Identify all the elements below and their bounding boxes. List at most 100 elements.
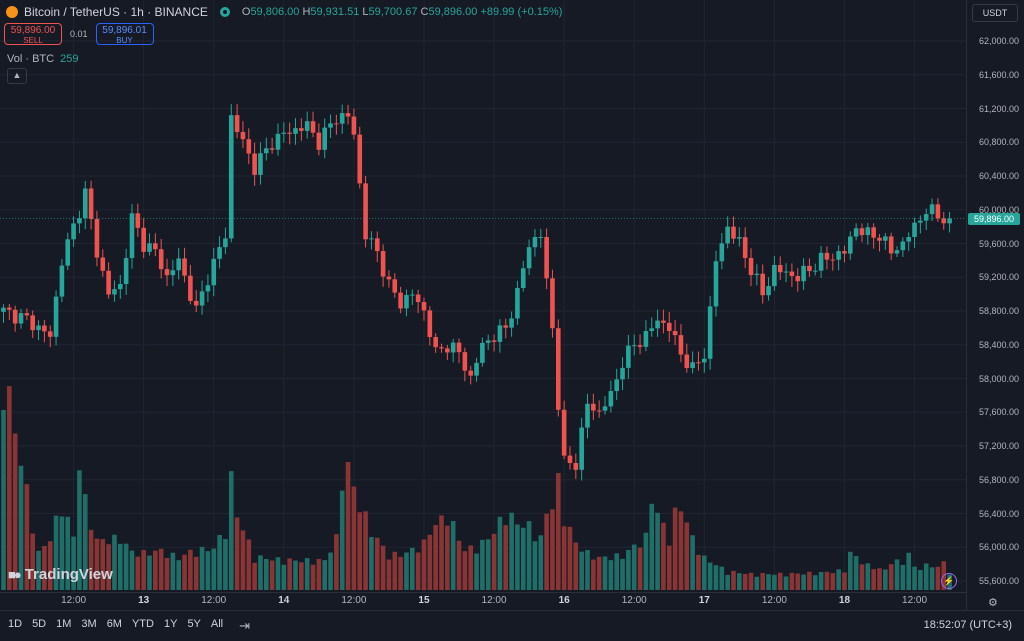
candle-body bbox=[853, 228, 859, 237]
candle-body bbox=[71, 223, 76, 240]
candle-body bbox=[614, 379, 619, 392]
volume-bar bbox=[719, 566, 725, 590]
volume-bars bbox=[1, 386, 952, 590]
timeframe-button[interactable]: 1Y bbox=[163, 618, 178, 630]
volume-bar bbox=[859, 564, 865, 590]
volume-bar bbox=[223, 539, 228, 590]
volume-bar bbox=[118, 543, 123, 590]
candle-body bbox=[269, 148, 275, 150]
chevron-up-icon[interactable]: ▲ bbox=[7, 68, 27, 84]
candle-body bbox=[731, 226, 736, 239]
calendar-range-icon[interactable]: ⇥ bbox=[239, 618, 251, 633]
candle-body bbox=[842, 251, 847, 254]
volume-bar bbox=[94, 538, 100, 590]
chart-legend: Bitcoin / TetherUS · 1h · BINANCE O59,80… bbox=[6, 5, 562, 19]
candle-body bbox=[544, 236, 549, 279]
candle-body bbox=[696, 362, 701, 364]
volume-bar bbox=[614, 553, 619, 590]
candle-body bbox=[211, 258, 217, 286]
sell-button[interactable]: 59,896.00 SELL bbox=[4, 23, 62, 45]
candle-body bbox=[801, 265, 806, 282]
volume-bar bbox=[474, 553, 479, 590]
timeframe-button[interactable]: 5D bbox=[32, 618, 47, 630]
volume-bar bbox=[532, 541, 538, 590]
timeframe-button[interactable]: 1M bbox=[56, 618, 72, 630]
volume-bar bbox=[888, 564, 894, 590]
volume-bar bbox=[258, 555, 263, 590]
timeframe-button[interactable]: All bbox=[210, 618, 224, 630]
candle-body bbox=[491, 340, 497, 342]
volume-bar bbox=[766, 574, 771, 590]
candle-body bbox=[707, 306, 713, 359]
volume-bar bbox=[631, 544, 637, 590]
candle-body bbox=[888, 236, 894, 254]
candle-body bbox=[123, 258, 129, 284]
volume-bar bbox=[392, 551, 398, 590]
buy-label: BUY bbox=[116, 36, 133, 45]
price-tick-label: 57,200.00 bbox=[978, 441, 1019, 451]
timeframe-button[interactable]: YTD bbox=[131, 618, 154, 630]
candle-body bbox=[234, 115, 240, 133]
volume-bar bbox=[894, 559, 900, 590]
candle-body bbox=[82, 188, 88, 219]
volume-bar bbox=[12, 433, 18, 590]
volume-bar bbox=[480, 539, 485, 590]
candle-body bbox=[281, 132, 287, 134]
price-tick-label: 61,200.00 bbox=[978, 103, 1019, 114]
volume-indicator-legend[interactable]: Vol · BTC 259 bbox=[7, 53, 78, 65]
candle-body bbox=[661, 320, 666, 323]
candle-body bbox=[164, 269, 170, 276]
currency-selector[interactable]: USDT bbox=[972, 4, 1018, 22]
candle-body bbox=[684, 354, 690, 368]
volume-bar bbox=[59, 516, 65, 590]
candle-body bbox=[567, 455, 573, 463]
chart-area[interactable]: Bitcoin / TetherUS · 1h · BINANCE O59,80… bbox=[0, 0, 966, 592]
time-axis[interactable]: 12:00 13 12:00 14 12:00 15 12:00 16 12:00 17 12:00… bbox=[0, 592, 966, 611]
volume-bar bbox=[123, 543, 129, 590]
volume-bar bbox=[18, 465, 24, 590]
volume-bar bbox=[620, 558, 625, 590]
volume-bar bbox=[748, 572, 754, 590]
volume-bar bbox=[550, 509, 555, 590]
timeframe-button[interactable]: 6M bbox=[106, 618, 122, 630]
volume-bar bbox=[462, 551, 468, 590]
candle-body bbox=[404, 294, 409, 309]
candle-body bbox=[690, 362, 695, 368]
market-status-icon[interactable] bbox=[219, 7, 230, 17]
candle-body bbox=[293, 128, 298, 134]
candle-body bbox=[328, 123, 333, 128]
candle-body bbox=[153, 243, 158, 250]
bolt-icon[interactable]: ⚡ bbox=[941, 573, 957, 589]
timeframe-button[interactable]: 5Y bbox=[187, 618, 201, 630]
symbol-title[interactable]: Bitcoin / TetherUS · 1h · BINANCE bbox=[24, 5, 208, 19]
volume-bar bbox=[626, 549, 631, 590]
price-chart[interactable] bbox=[0, 0, 966, 592]
timeframe-button[interactable]: 1D bbox=[8, 618, 23, 630]
candle-body bbox=[456, 342, 462, 353]
tradingview-logo[interactable]: ■● TradingView bbox=[8, 566, 113, 583]
candle-body bbox=[88, 188, 94, 219]
candle-body bbox=[188, 275, 193, 301]
volume-bar bbox=[918, 570, 923, 590]
gear-icon[interactable]: ⚙ bbox=[988, 597, 998, 609]
volume-bar bbox=[310, 564, 316, 590]
volume-bar bbox=[410, 547, 415, 590]
clock[interactable]: 18:52:07 (UTC+3) bbox=[923, 619, 1012, 631]
timeframe-button[interactable]: 3M bbox=[81, 618, 97, 630]
volume-bar bbox=[789, 572, 795, 590]
candle-body bbox=[410, 294, 415, 296]
candle-body bbox=[7, 307, 12, 310]
candle-body bbox=[591, 403, 596, 411]
candle-body bbox=[415, 294, 421, 303]
price-axis[interactable]: USDT 62,000.00 61,600.00 61,200.00 60,800.0… bbox=[966, 0, 1024, 610]
volume-bar bbox=[82, 494, 88, 590]
buy-button[interactable]: 59,896.01 BUY bbox=[95, 23, 154, 45]
volume-bar bbox=[363, 511, 368, 590]
candle-body bbox=[678, 335, 684, 355]
volume-bar bbox=[100, 539, 106, 590]
candle-body bbox=[795, 275, 801, 282]
volume-bar bbox=[287, 558, 292, 590]
candle-body bbox=[322, 127, 327, 150]
interval-label: 1h bbox=[130, 5, 144, 19]
candle-body bbox=[608, 391, 614, 407]
